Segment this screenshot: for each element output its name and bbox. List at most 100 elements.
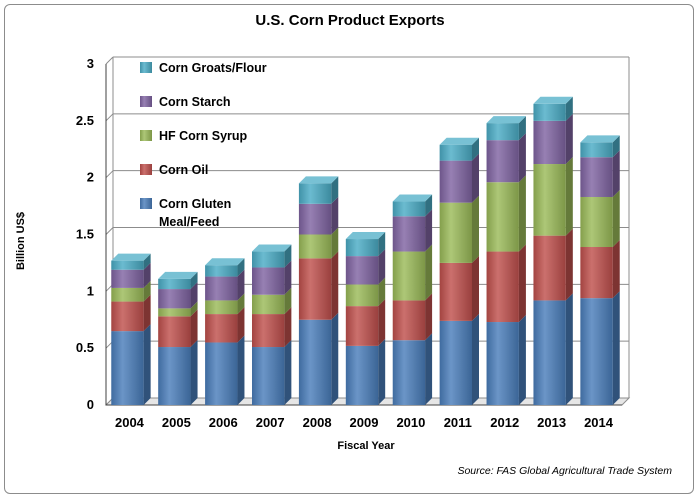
bar-segment-side — [331, 176, 339, 204]
bar-segment-side — [331, 312, 339, 405]
bar-segment-side — [143, 262, 151, 288]
x-tick-label: 2010 — [396, 415, 425, 430]
bar-segment — [392, 216, 426, 252]
bar-top-cap — [580, 135, 620, 143]
bar-segment — [580, 142, 613, 158]
y-tick-label: 2 — [87, 170, 94, 185]
bar-segment-side — [237, 307, 245, 343]
bar-segment-side — [472, 255, 480, 321]
bar-segment — [251, 347, 285, 405]
bar-segment-side — [331, 227, 339, 259]
bar-segment — [486, 182, 519, 252]
bar-top-cap — [345, 232, 386, 240]
bar-segment-side — [143, 253, 151, 270]
bar-segment-side — [565, 157, 573, 236]
bar-segment — [439, 202, 473, 263]
bar-segment — [205, 342, 238, 405]
legend-swatch — [140, 164, 152, 175]
bar-segment — [205, 300, 238, 315]
bar-segment-side — [565, 228, 573, 301]
bar-segment — [533, 164, 566, 236]
bar-segment-side — [425, 244, 433, 301]
bar-segment-side — [518, 244, 526, 323]
bar-segment-side — [518, 116, 526, 141]
bar-segment — [580, 196, 613, 248]
bar-segment-side — [284, 307, 292, 348]
bar-segment — [486, 251, 519, 323]
legend-label: Corn Oil — [159, 163, 208, 177]
bar-segment-side — [518, 175, 526, 252]
bar-segment-side — [143, 280, 151, 302]
x-tick-label: 2009 — [350, 415, 379, 430]
bar-top-cap — [298, 176, 339, 184]
bar-segment-side — [472, 153, 480, 203]
bar-segment — [251, 294, 285, 315]
bar-segment — [439, 144, 473, 161]
bar-segment-side — [472, 313, 480, 405]
legend-label: Corn Gluten — [159, 197, 231, 211]
bar-segment-side — [425, 293, 433, 341]
bar-segment — [158, 278, 191, 290]
bar-segment-side — [237, 258, 245, 277]
legend-label: Corn Groats/Flour — [159, 61, 267, 75]
bar-top-cap — [251, 244, 292, 252]
x-axis-label: Fiscal Year — [337, 440, 395, 452]
source-note: Source: FAS Global Agricultural Trade Sy… — [457, 465, 672, 477]
bar-segment-side — [378, 232, 386, 257]
bar-top-cap — [158, 271, 198, 279]
bar-segment — [205, 314, 238, 343]
bar-segment-side — [237, 293, 245, 315]
bar-segment — [533, 300, 566, 405]
bar-segment-side — [612, 135, 620, 158]
bar-segment-side — [472, 137, 480, 161]
bar-segment-side — [425, 194, 433, 217]
y-tick-label: 1.5 — [76, 227, 94, 242]
bar-segment-side — [425, 209, 433, 252]
x-tick-label: 2011 — [444, 415, 472, 430]
bar-segment-side — [190, 301, 198, 317]
bar-segment-side — [425, 333, 433, 405]
y-tick-label: 2.5 — [76, 113, 94, 128]
bar-segment-side — [190, 309, 198, 348]
gridline-side — [105, 170, 114, 179]
bar-segment-side — [612, 189, 620, 248]
x-tick-label: 2008 — [303, 415, 332, 430]
bar-segment-side — [565, 96, 573, 121]
gridline-side — [105, 227, 114, 235]
bar-segment — [345, 256, 379, 285]
bar-segment-side — [284, 260, 292, 295]
y-tick-label: 3 — [87, 56, 94, 71]
legend-swatch — [140, 130, 152, 141]
bar-top-cap — [486, 116, 526, 124]
bar-segment-side — [331, 251, 339, 320]
bar-segment — [580, 298, 613, 405]
bar-segment-side — [378, 249, 386, 285]
x-tick-label: 2006 — [209, 415, 238, 430]
bar-segment — [533, 120, 566, 165]
bar-segment-side — [565, 293, 573, 405]
bar-segment — [298, 203, 332, 235]
bar-segment — [158, 289, 191, 309]
bar-segment-side — [565, 113, 573, 165]
bar-top-cap — [439, 137, 480, 145]
bar-segment — [486, 140, 519, 183]
bar-segment-side — [190, 271, 198, 290]
bar-segment-side — [378, 299, 386, 346]
bar-segment — [392, 300, 426, 341]
bar-segment-side — [284, 340, 292, 405]
bar-segment-side — [237, 335, 245, 405]
bar-segment — [533, 103, 566, 121]
x-tick-label: 2014 — [584, 415, 614, 430]
bar-segment — [298, 183, 332, 204]
bar-segment — [251, 267, 285, 295]
bar-segment — [580, 247, 613, 299]
legend-label: HF Corn Syrup — [159, 129, 248, 143]
bar-top-cap — [392, 194, 433, 202]
bar-top-cap — [533, 96, 573, 104]
bar-top-cap — [205, 258, 245, 266]
bar-segment — [345, 306, 379, 346]
legend-label: Meal/Feed — [159, 215, 219, 229]
bar-segment — [111, 331, 144, 405]
bar-segment — [345, 284, 379, 307]
